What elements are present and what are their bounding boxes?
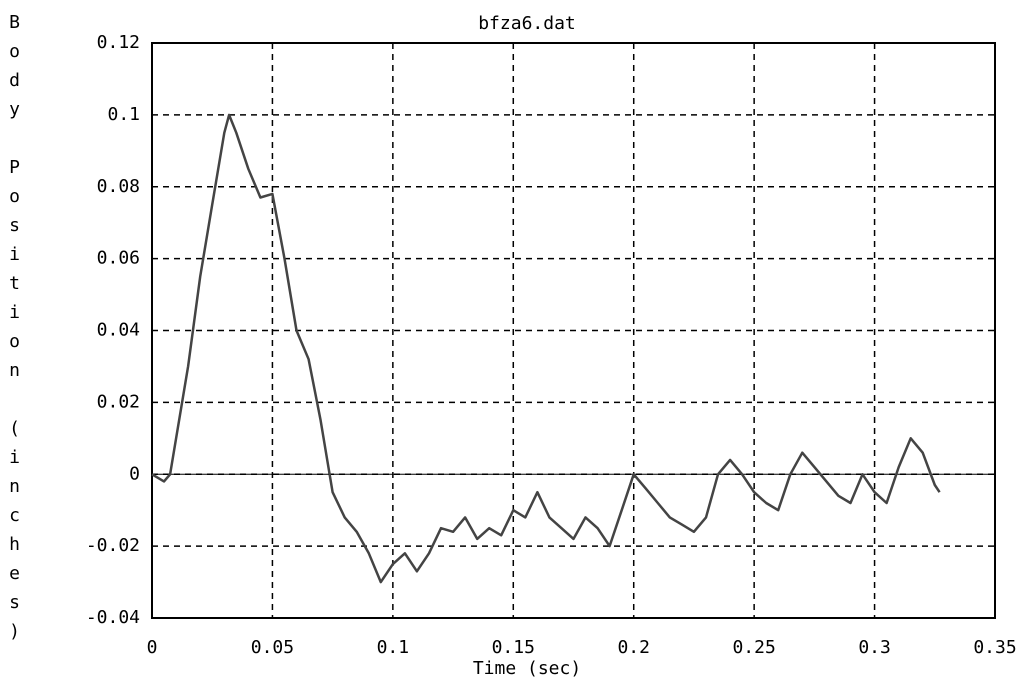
y-tick-label: 0.08 bbox=[97, 176, 140, 197]
x-tick-label: 0.1 bbox=[377, 637, 410, 658]
y-tick-label: -0.04 bbox=[86, 607, 140, 628]
x-tick-label: 0.2 bbox=[617, 637, 650, 658]
y-tick-label: 0.04 bbox=[97, 320, 140, 341]
x-tick-label: 0.3 bbox=[858, 637, 891, 658]
x-axis-label: Time (sec) bbox=[473, 658, 581, 679]
y-tick-label: -0.02 bbox=[86, 535, 140, 556]
x-tick-label: 0.05 bbox=[251, 637, 294, 658]
y-axis-label: Body Position (inches) bbox=[4, 12, 25, 650]
x-tick-label: 0.25 bbox=[732, 637, 775, 658]
y-tick-label: 0.06 bbox=[97, 248, 140, 269]
plot-frame bbox=[151, 42, 996, 619]
chart-title: bfza6.dat bbox=[478, 13, 576, 34]
y-tick-label: 0.12 bbox=[97, 32, 140, 53]
data-line bbox=[151, 113, 941, 584]
y-tick-label: 0.1 bbox=[107, 104, 140, 125]
x-tick-label: 0.15 bbox=[492, 637, 535, 658]
x-tick-label: 0 bbox=[147, 637, 158, 658]
y-tick-label: 0 bbox=[129, 463, 140, 484]
x-tick-label: 0.35 bbox=[973, 637, 1016, 658]
y-tick-label: 0.02 bbox=[97, 391, 140, 412]
